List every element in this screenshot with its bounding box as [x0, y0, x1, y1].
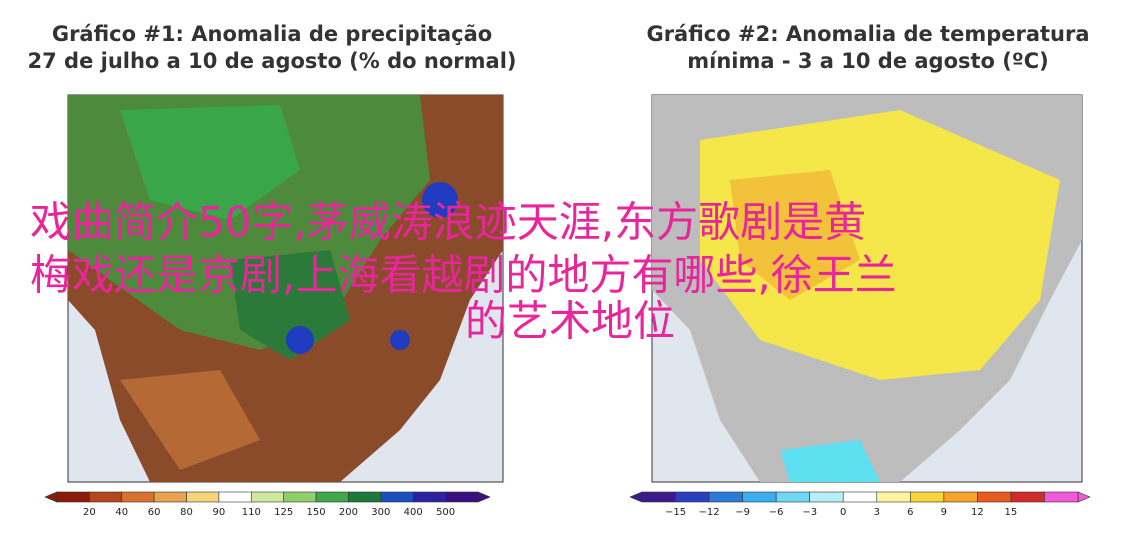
colorbar-segment — [121, 491, 155, 503]
colorbar-segment — [315, 491, 349, 503]
colorbar-label: 80 — [180, 507, 193, 518]
colorbar: 20 40 60 80 90 110 125 150 200 300 400 500 — [44, 491, 491, 518]
colorbar-segment — [186, 491, 220, 503]
panel-title: Gráfico #2: Anomalia de temperatura — [646, 22, 1089, 46]
colorbar-segment — [943, 491, 978, 503]
colorbar: −15 −12 −9 −6 −3 0 3 6 9 12 15 — [629, 491, 1091, 518]
colorbar-segment — [977, 491, 1012, 503]
colorbar-label: −6 — [769, 507, 784, 518]
colorbar-segment — [641, 491, 676, 503]
colorbar-label: 110 — [242, 507, 261, 518]
colorbar-segment — [742, 491, 777, 503]
colorbar-label: 200 — [339, 507, 358, 518]
colorbar-segment — [56, 491, 90, 503]
colorbar-label: 125 — [274, 507, 293, 518]
colorbar-label: −9 — [735, 507, 750, 518]
colorbar-segment — [348, 491, 382, 503]
colorbar-label: −15 — [665, 507, 686, 518]
colorbar-label: 6 — [907, 507, 913, 518]
colorbar-segment — [445, 491, 479, 503]
colorbar-segment — [251, 491, 284, 503]
panel-title: Gráfico #1: Anomalia de precipitação — [52, 22, 492, 46]
colorbar-segment — [842, 491, 878, 503]
map-precipitation — [67, 94, 504, 483]
colorbar-label: −12 — [699, 507, 720, 518]
colorbar-label: 15 — [1005, 507, 1018, 518]
colorbar-segment — [380, 491, 414, 503]
colorbar-segment — [89, 491, 123, 503]
colorbar-segment — [708, 491, 743, 503]
colorbar-label: −3 — [802, 507, 817, 518]
overlay-text: 梅戏还是京剧,上海看越剧的地方有哪些,徐王兰 — [30, 251, 897, 300]
colorbar-label: 500 — [436, 507, 455, 518]
overlay-text: 戏曲简介50字,茅威涛浪迹天涯,东方歌剧是黄 — [30, 198, 866, 247]
colorbar-label: 400 — [404, 507, 423, 518]
panel-subtitle: 27 de julho a 10 de agosto (% do normal) — [28, 49, 517, 73]
colorbar-segment — [775, 491, 810, 503]
colorbar-segment — [809, 491, 844, 503]
colorbar-segment — [1044, 491, 1079, 503]
colorbar-label: 60 — [148, 507, 161, 518]
colorbar-label: 20 — [83, 507, 96, 518]
colorbar-label: 150 — [307, 507, 326, 518]
colorbar-segment — [283, 491, 317, 503]
colorbar-segment — [675, 491, 710, 503]
overlay-text: 的艺术地位 — [465, 297, 675, 346]
colorbar-label: 3 — [874, 507, 880, 518]
colorbar-label: 40 — [115, 507, 128, 518]
panel-subtitle: mínima - 3 a 10 de agosto (ºC) — [687, 49, 1049, 73]
colorbar-label: 9 — [941, 507, 947, 518]
colorbar-label: 300 — [371, 507, 390, 518]
colorbar-segment — [876, 491, 911, 503]
colorbar-segment — [412, 491, 446, 503]
colorbar-label: 0 — [840, 507, 846, 518]
colorbar-segment — [910, 491, 945, 503]
map-temperature — [651, 94, 1083, 483]
colorbar-label: 90 — [213, 507, 226, 518]
colorbar-segment — [1010, 491, 1045, 503]
colorbar-segment — [218, 491, 252, 503]
colorbar-label: 12 — [971, 507, 984, 518]
colorbar-segment — [153, 491, 187, 503]
